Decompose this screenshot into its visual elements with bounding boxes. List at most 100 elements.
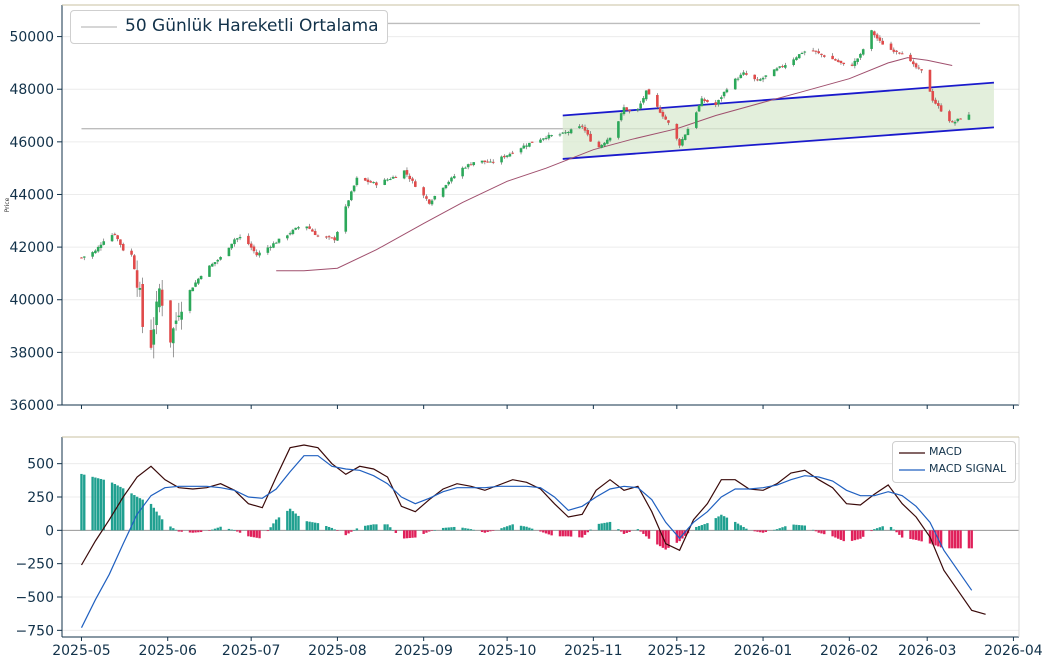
candle-body xyxy=(80,257,83,259)
price-channel xyxy=(562,81,995,160)
macd-histogram-bar xyxy=(327,526,331,531)
macd-histogram-bar xyxy=(914,530,918,540)
macd-histogram-bar xyxy=(180,530,183,532)
price-legend: 50 Günlük Hareketli Ortalama xyxy=(70,10,388,44)
macd-histogram-bar xyxy=(492,530,495,531)
candle-body xyxy=(658,107,662,113)
candle-body xyxy=(917,67,921,69)
candle-body xyxy=(466,164,470,168)
macd-histogram-bar xyxy=(152,507,156,531)
candle-body xyxy=(230,243,234,249)
candle-body xyxy=(873,31,876,36)
macd-histogram-bar xyxy=(461,527,464,531)
macd-histogram-bar xyxy=(414,530,417,538)
candle-body xyxy=(561,132,565,134)
macd-histogram-bar xyxy=(110,482,114,531)
candle-body xyxy=(213,262,217,265)
candle-body xyxy=(878,37,882,41)
macd-histogram-bar xyxy=(836,530,840,539)
macd-histogram-bar xyxy=(539,530,542,532)
macd-histogram-bar xyxy=(736,523,740,531)
macd-histogram-bar xyxy=(119,486,122,531)
candlestick-layer xyxy=(80,29,971,359)
macd-histogram-bar xyxy=(216,527,219,531)
candle-body xyxy=(697,105,701,112)
candle-body xyxy=(530,141,534,143)
macd-histogram-bar xyxy=(873,529,876,531)
candle-body xyxy=(725,89,729,93)
candle-body xyxy=(177,315,181,318)
macd-ytick-label: −500 xyxy=(16,590,54,606)
macd-histogram-bar xyxy=(80,473,83,531)
macd-histogram-bar xyxy=(558,530,562,537)
channel-lower-line xyxy=(562,126,995,160)
macd-histogram-bar xyxy=(430,530,434,531)
candle-body xyxy=(681,139,684,146)
macd-histogram-bar xyxy=(227,528,231,531)
macd-histogram-bar xyxy=(820,530,823,534)
macd-histogram-bar xyxy=(853,530,857,541)
candle-body xyxy=(706,100,709,103)
macd-histogram-bar xyxy=(113,484,117,531)
candle-body xyxy=(528,142,531,147)
macd-histogram-bar xyxy=(589,529,592,531)
macd-histogram-bar xyxy=(722,516,726,531)
moving-average-layer xyxy=(276,57,953,272)
candle-body xyxy=(636,108,640,111)
macd-histogram-bar xyxy=(383,524,386,531)
macd-histogram-bar xyxy=(761,530,765,533)
candle-body xyxy=(605,139,609,144)
candle-body xyxy=(608,137,612,141)
candle-body xyxy=(461,167,464,177)
macd-histogram-bar xyxy=(900,530,904,538)
macd-histogram-bar xyxy=(286,510,289,531)
candle-body xyxy=(742,72,745,75)
macd-histogram-bar xyxy=(308,521,311,531)
macd-histogram-bar xyxy=(892,529,896,531)
macd-histogram-bar xyxy=(149,503,153,531)
candle-body xyxy=(739,74,743,79)
candle-body xyxy=(795,57,798,61)
macd-histogram-bar xyxy=(269,527,272,531)
candle-body xyxy=(539,139,542,143)
macd-histogram-bar xyxy=(158,515,161,531)
macd-histogram-bar xyxy=(636,529,640,531)
macd-histogram-bar xyxy=(291,511,295,531)
macd-legend-label: MACD xyxy=(929,445,962,458)
macd-histogram-bar xyxy=(817,530,820,533)
candle-body xyxy=(967,114,971,120)
macd-histogram-bar xyxy=(792,524,795,531)
macd-histogram-bar xyxy=(706,523,709,531)
candle-body xyxy=(249,243,253,248)
candle-body xyxy=(347,200,350,207)
candle-body xyxy=(525,145,528,147)
macd-histogram-bar xyxy=(428,530,431,532)
macd-histogram-bar xyxy=(188,530,192,533)
candle-body xyxy=(82,256,86,258)
macd-histogram-bar xyxy=(450,527,453,531)
macd-xtick-label: 2025-07 xyxy=(222,643,281,659)
candle-body xyxy=(511,152,514,154)
macd-histogram-bar xyxy=(213,528,217,531)
macd-histogram-bar xyxy=(759,530,762,533)
candle-body xyxy=(333,237,336,241)
candle-body xyxy=(113,233,117,235)
macd-histogram-bar xyxy=(503,527,506,531)
candle-body xyxy=(803,51,807,53)
macd-histogram-bar xyxy=(391,530,395,531)
macd-histogram-bar xyxy=(483,530,487,533)
candle-body xyxy=(928,69,932,92)
macd-histogram-bar xyxy=(544,530,548,534)
candle-body xyxy=(781,66,784,68)
candle-body xyxy=(414,181,417,187)
candle-body xyxy=(247,235,250,245)
candle-body xyxy=(294,227,297,230)
macd-histogram-bar xyxy=(505,526,509,531)
candle-body xyxy=(898,52,901,54)
candle-body xyxy=(119,239,122,245)
signal-legend-label: MACD SIGNAL xyxy=(929,462,1007,475)
macd-histogram-bar xyxy=(305,521,309,531)
candle-body xyxy=(427,199,431,204)
macd-histogram-bar xyxy=(547,530,551,535)
macd-histogram-bar xyxy=(597,523,601,531)
